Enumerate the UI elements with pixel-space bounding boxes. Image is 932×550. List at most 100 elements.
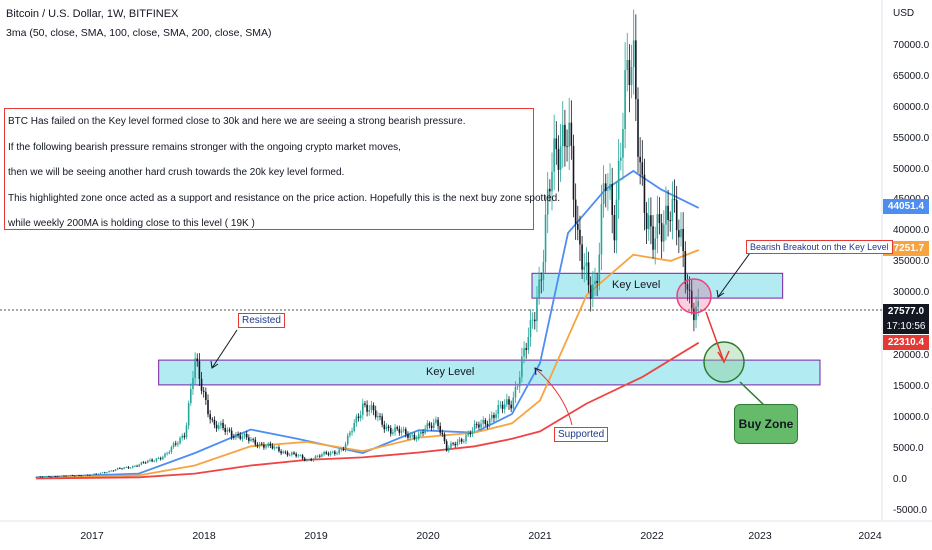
candle-body [542, 261, 545, 280]
candle-body [572, 145, 575, 200]
candle-body [157, 458, 160, 459]
candle-body [374, 410, 377, 418]
candle-body [353, 422, 355, 431]
candle-body [260, 443, 263, 445]
candle-body [123, 467, 125, 469]
candle-body [136, 465, 138, 467]
candle-body [280, 451, 282, 454]
candle-body [297, 455, 300, 457]
candle-body [56, 476, 59, 478]
candle-body [286, 452, 289, 456]
candle-body [166, 453, 168, 455]
price-tick: 35000.0 [893, 256, 930, 267]
candle-body [37, 476, 39, 478]
candle-body [465, 435, 467, 442]
candle-body [69, 475, 72, 476]
candle-body [336, 453, 338, 455]
candle-body [226, 429, 229, 432]
candle-body [663, 224, 665, 242]
candle-body [658, 214, 661, 224]
candle-body [377, 416, 379, 418]
candle-body [325, 452, 328, 454]
candle-body [665, 205, 667, 225]
candle-body [346, 435, 349, 445]
candle-body [604, 183, 607, 192]
candle-body [398, 428, 401, 433]
candle-body [394, 427, 396, 433]
candle-body [652, 226, 654, 250]
candle-body [650, 215, 652, 227]
candle-body [503, 404, 506, 409]
candle-body [690, 290, 693, 309]
candle-body [387, 426, 390, 428]
candle-body [589, 285, 592, 299]
candle-body [544, 214, 547, 262]
candle-body [564, 124, 566, 147]
candle-body [331, 451, 334, 453]
candle-body [460, 439, 463, 442]
candle-body [392, 432, 394, 434]
candle-body [585, 262, 588, 267]
candle-body [220, 422, 222, 426]
key-level-lower-label: Key Level [426, 366, 475, 378]
candle-body [538, 279, 540, 299]
candle-body [592, 284, 594, 299]
candle-body [80, 475, 82, 477]
candle-body [78, 475, 80, 477]
candle-body [35, 476, 37, 478]
candle-body [359, 415, 362, 419]
candle-body [312, 459, 315, 461]
candle-body [110, 470, 113, 472]
supported-arrow [534, 367, 573, 426]
candle-body [138, 464, 140, 467]
candle-body [688, 289, 691, 291]
candle-body [99, 472, 102, 474]
candle-body [168, 452, 171, 454]
candle-body [205, 391, 207, 401]
candle-body [355, 416, 358, 423]
price-tick: 15000.0 [893, 381, 930, 392]
candle-body [321, 454, 323, 457]
candle-body [482, 419, 484, 424]
candle-body [207, 400, 209, 415]
candle-body [473, 423, 476, 431]
candle-body [568, 122, 570, 147]
candle-body [140, 462, 143, 465]
candle-body [170, 447, 173, 453]
candle-body [50, 476, 52, 478]
candle-body [475, 423, 478, 425]
candle-body [76, 475, 78, 477]
buy-zone-label: Buy Zone [734, 404, 798, 444]
candle-body [682, 228, 684, 251]
candle-body [235, 433, 237, 438]
candle-body [508, 399, 510, 405]
candle-body [159, 458, 162, 460]
price-tick: 60000.0 [893, 102, 930, 113]
indicator-legend[interactable]: 3ma (50, close, SMA, 100, close, SMA, 20… [6, 27, 272, 39]
ma100-price-tag: 37251.7 [883, 241, 929, 256]
candle-body [267, 443, 269, 447]
candle-body [153, 460, 156, 462]
candle-body [385, 426, 388, 430]
candle-body [172, 443, 175, 448]
candle-body [119, 468, 121, 469]
note-line: then we will be seeing another hard crus… [8, 167, 345, 178]
candle-body [101, 472, 104, 474]
candle-body [557, 149, 560, 170]
price-tick: -5000.0 [893, 505, 927, 516]
price-tick: 50000.0 [893, 164, 930, 175]
candle-body [443, 434, 446, 442]
candle-body [611, 183, 613, 216]
candle-body [174, 443, 177, 445]
candle-body [228, 429, 231, 431]
candle-body [97, 473, 100, 475]
candle-body [129, 467, 132, 469]
candle-body [342, 448, 345, 451]
candle-body [217, 425, 220, 429]
candle-body [525, 348, 527, 350]
candle-body [417, 433, 420, 439]
key-level-upper-label: Key Level [612, 279, 661, 291]
candle-body [224, 428, 226, 432]
candle-body [271, 445, 274, 449]
